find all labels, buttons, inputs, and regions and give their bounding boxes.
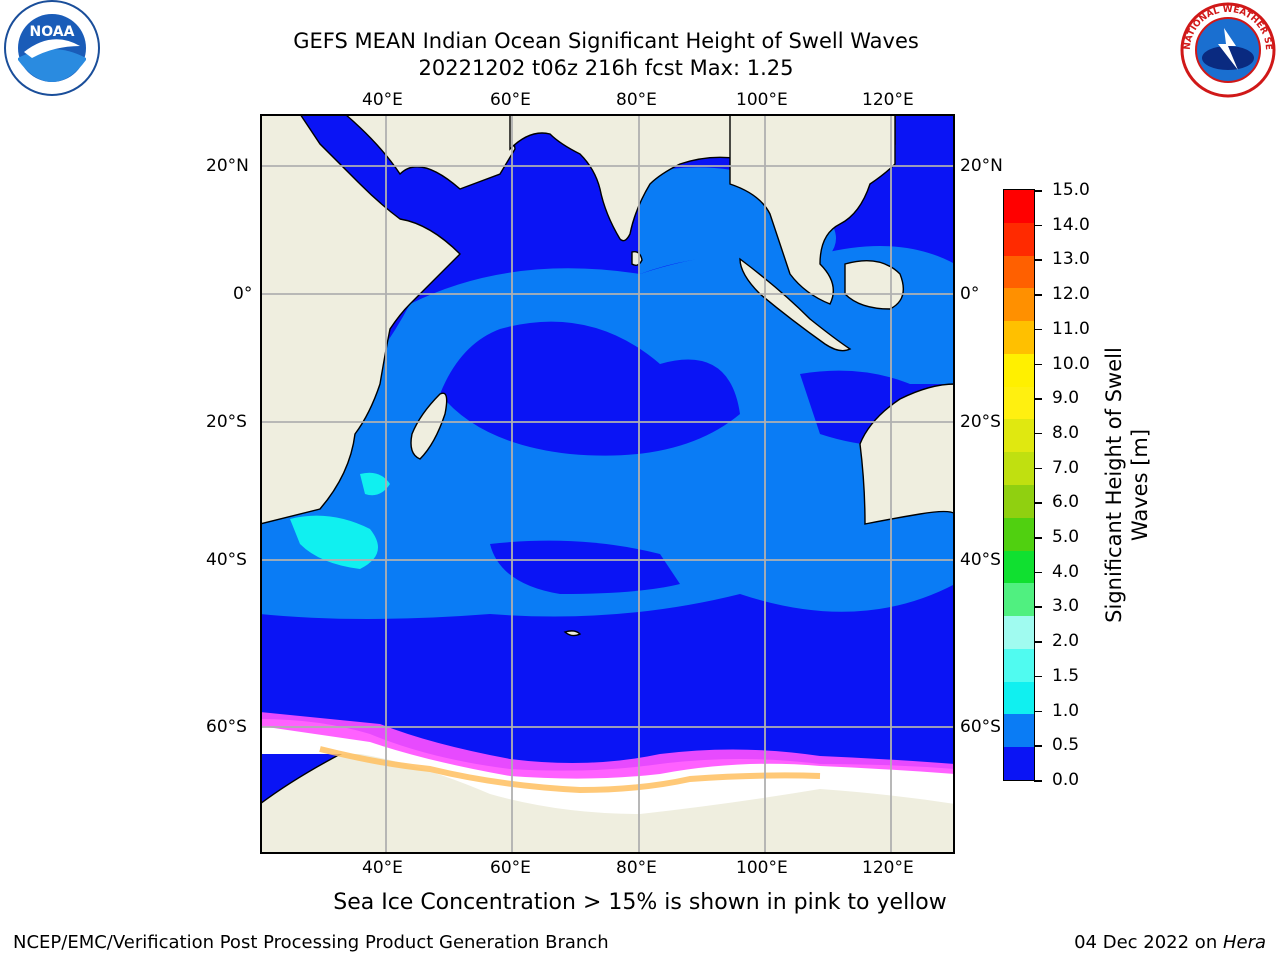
colorbar-segment <box>1004 452 1034 485</box>
colorbar-tick-mark <box>1034 502 1042 504</box>
colorbar-tick-mark <box>1034 675 1042 678</box>
colorbar-tick-label: 15.0 <box>1052 180 1090 200</box>
colorbar-label-line1: Significant Height of Swell <box>1102 347 1126 623</box>
map-frame <box>260 114 955 854</box>
map-subtitle: 20221202 t06z 216h fcst Max: 1.25 <box>418 56 794 80</box>
colorbar-tick-label: 11.0 <box>1052 318 1090 339</box>
lon-label-bottom-40e: 40°E <box>362 858 403 878</box>
map-title: GEFS MEAN Indian Ocean Significant Heigh… <box>293 29 919 53</box>
lat-label-left-20n: 20°N <box>206 156 249 176</box>
colorbar-segment <box>1004 583 1034 617</box>
lon-label-bottom-80e: 80°E <box>616 858 657 878</box>
footer-machine: Hera <box>1222 932 1266 953</box>
colorbar-segment <box>1004 648 1034 682</box>
lon-label-top-120e: 120°E <box>862 90 914 110</box>
graticule <box>260 114 955 854</box>
map-panel <box>260 114 955 854</box>
colorbar-tick-mark <box>1034 710 1042 713</box>
lat-label-right-20s: 20°S <box>960 412 1001 432</box>
lon-label-top-40e: 40°E <box>362 90 403 110</box>
colorbar-tick-mark <box>1034 606 1042 608</box>
colorbar-tick-mark <box>1034 294 1042 296</box>
colorbar-tick-label: 12.0 <box>1052 284 1090 305</box>
colorbar-tick-label: 1.0 <box>1052 700 1080 721</box>
colorbar-tick-label: 2.0 <box>1052 631 1080 652</box>
colorbar-tick-label: 4.0 <box>1052 561 1080 582</box>
footer-date: 04 Dec 2022 on Hera <box>1074 932 1266 953</box>
colorbar-label-line2: Waves [m] <box>1128 428 1152 542</box>
colorbar-segment <box>1004 419 1034 453</box>
colorbar-tick-label: 0.0 <box>1052 770 1080 790</box>
colorbar-segment <box>1004 616 1034 649</box>
lat-label-right-20n: 20°N <box>960 156 1003 176</box>
lon-label-top-60e: 60°E <box>490 90 531 110</box>
colorbar-tick-label: 0.5 <box>1052 735 1080 756</box>
colorbar-ticks: 15.0 14.0 13.0 12.0 11.0 10.0 9.0 8.0 7.0 6.0 5.0 4… <box>1034 180 1104 790</box>
colorbar-tick-mark <box>1034 571 1042 574</box>
colorbar-segment <box>1004 747 1034 780</box>
lat-label-left-60s: 60°S <box>206 717 247 737</box>
lon-label-top-100e: 100°E <box>736 90 788 110</box>
colorbar-tick-mark <box>1034 190 1042 192</box>
colorbar-tick-label: 13.0 <box>1052 249 1090 270</box>
swell-band-high <box>290 472 390 569</box>
nws-logo: NATIONAL WEATHER SERVICE <box>1176 0 1276 98</box>
colorbar-tick-label: 8.0 <box>1052 422 1080 443</box>
lon-label-bottom-120e: 120°E <box>862 858 914 878</box>
lat-label-left-20s: 20°S <box>206 412 247 432</box>
colorbar-segment <box>1004 190 1034 223</box>
colorbar-tick-mark <box>1034 537 1042 539</box>
colorbar-segment <box>1004 353 1034 387</box>
colorbar-segment <box>1004 222 1034 256</box>
noaa-logo: NOAA <box>4 0 100 96</box>
colorbar-tick-label: 5.0 <box>1052 527 1080 548</box>
lon-label-bottom-60e: 60°E <box>490 858 531 878</box>
colorbar-tick-label: 10.0 <box>1052 353 1090 374</box>
lat-label-left-0: 0° <box>233 284 253 304</box>
colorbar-tick-mark <box>1034 398 1042 400</box>
footer-date-text: 04 Dec 2022 on <box>1074 932 1223 953</box>
colorbar-tick-mark <box>1034 745 1042 747</box>
colorbar-segment <box>1004 550 1034 584</box>
colorbar-tick-mark <box>1034 328 1042 331</box>
colorbar-tick-label: 3.0 <box>1052 596 1080 617</box>
colorbar-tick-label: 6.0 <box>1052 492 1080 513</box>
colorbar-tick-mark <box>1034 467 1042 470</box>
colorbar-segment <box>1004 714 1034 748</box>
colorbar-tick-label: 7.0 <box>1052 457 1080 478</box>
lat-label-right-0: 0° <box>960 284 980 304</box>
colorbar-tick-mark <box>1034 641 1042 643</box>
lon-label-bottom-100e: 100°E <box>736 858 788 878</box>
colorbar-tick-mark <box>1034 259 1042 261</box>
sea-ice-note: Sea Ice Concentration > 15% is shown in … <box>333 890 947 915</box>
colorbar-tick-label: 1.5 <box>1052 665 1080 686</box>
colorbar <box>1003 189 1035 781</box>
sea-ice <box>260 712 955 814</box>
colorbar-tick-label: 9.0 <box>1052 388 1080 409</box>
colorbar-segment <box>1004 386 1034 420</box>
lat-label-right-40s: 40°S <box>960 550 1001 570</box>
colorbar-tick-mark <box>1034 224 1042 227</box>
colorbar-tick-mark <box>1034 432 1042 435</box>
colorbar-segment <box>1004 681 1034 715</box>
lat-label-left-40s: 40°S <box>206 550 247 570</box>
colorbar-segment <box>1004 288 1034 322</box>
colorbar-tick-mark <box>1034 780 1042 782</box>
colorbar-tick-mark <box>1034 363 1042 366</box>
colorbar-segment <box>1004 321 1034 354</box>
colorbar-tick-label: 14.0 <box>1052 214 1090 235</box>
footer-credit: NCEP/EMC/Verification Post Processing Pr… <box>13 932 609 953</box>
colorbar-segment <box>1004 484 1034 518</box>
lon-label-top-80e: 80°E <box>616 90 657 110</box>
colorbar-segment <box>1004 517 1034 551</box>
noaa-logo-text: NOAA <box>30 24 75 40</box>
lat-label-right-60s: 60°S <box>960 717 1001 737</box>
colorbar-segment <box>1004 255 1034 289</box>
